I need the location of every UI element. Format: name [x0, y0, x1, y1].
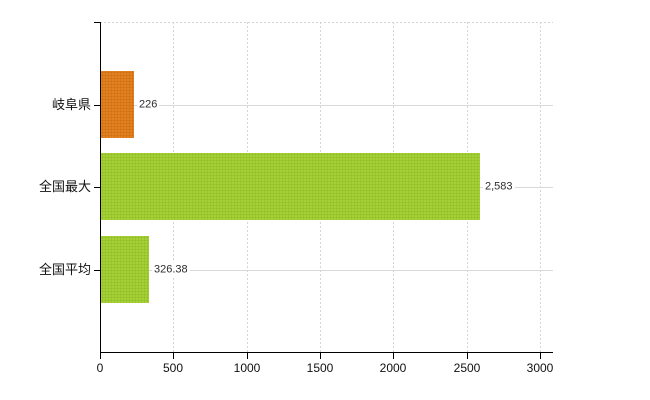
bar-value-label: 326.38 [152, 262, 190, 278]
bar [101, 153, 480, 220]
y-axis-end-tick [94, 22, 100, 23]
bar [101, 71, 134, 138]
y-tick [94, 270, 100, 271]
category-label: 全国最大 [38, 179, 91, 195]
x-axis-line [100, 352, 553, 353]
x-tick [247, 353, 248, 359]
plot-top-border [100, 22, 553, 23]
gridline-horizontal [101, 270, 553, 271]
x-tick [173, 353, 174, 359]
x-tick [100, 353, 101, 359]
x-tick [320, 353, 321, 359]
y-axis-line [100, 22, 101, 353]
category-label: 岐阜県 [51, 97, 91, 113]
x-tick-label: 2000 [379, 361, 407, 375]
bar [101, 236, 149, 303]
y-tick [94, 105, 100, 106]
x-tick-label: 500 [162, 361, 184, 375]
category-label: 全国平均 [38, 262, 91, 278]
gridline-horizontal [101, 105, 553, 106]
x-tick-label: 2500 [453, 361, 481, 375]
x-tick [467, 353, 468, 359]
x-tick-label: 1500 [306, 361, 334, 375]
y-tick [94, 187, 100, 188]
bar-value-label: 226 [137, 97, 160, 113]
x-tick-label: 0 [96, 361, 104, 375]
bar-value-label: 2,583 [483, 179, 515, 195]
x-tick-label: 1000 [233, 361, 261, 375]
x-tick [393, 353, 394, 359]
x-tick [540, 353, 541, 359]
x-tick-label: 3000 [526, 361, 554, 375]
